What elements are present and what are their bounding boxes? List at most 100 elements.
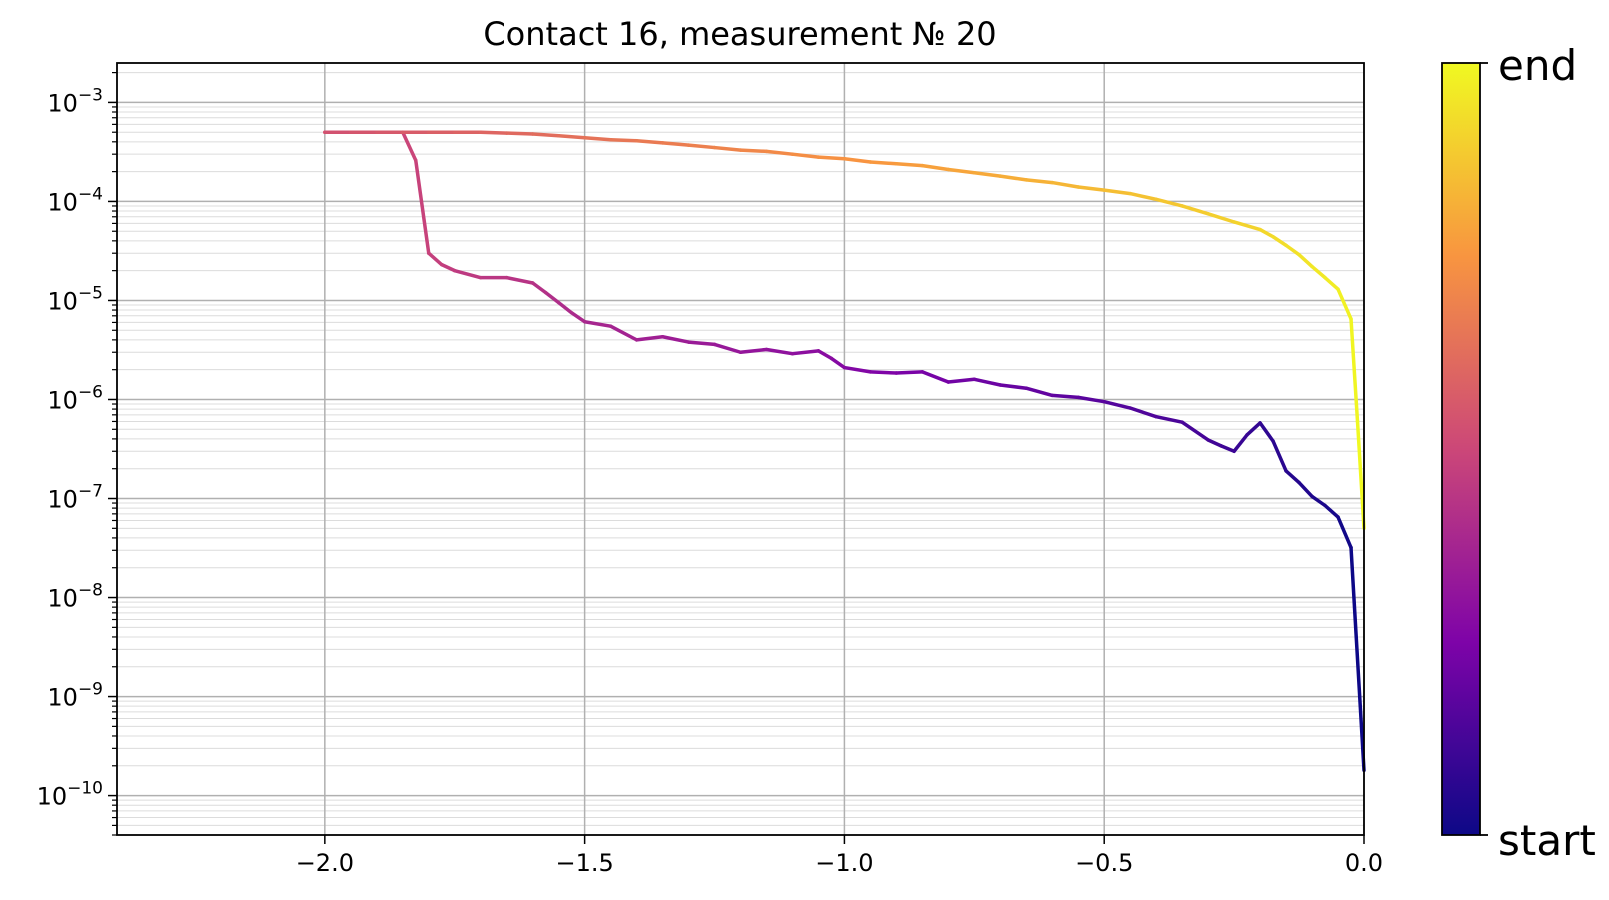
y-axis: 10−3 10−4 10−5 10−6 10−7 10−8 10−9 10−10 bbox=[37, 71, 117, 836]
series-segment bbox=[1102, 188, 1132, 196]
series-segment bbox=[790, 349, 821, 356]
series-segment bbox=[1024, 386, 1054, 398]
series-segment bbox=[920, 370, 951, 384]
series-segment bbox=[868, 160, 899, 166]
series-segment bbox=[543, 290, 561, 305]
series-segment bbox=[1336, 515, 1353, 550]
series-segment bbox=[530, 281, 548, 295]
series-segment bbox=[414, 158, 431, 255]
series-segment bbox=[660, 335, 691, 344]
y-tick-label: 10−3 bbox=[47, 85, 103, 117]
x-tick-label: 0.0 bbox=[1345, 849, 1383, 877]
series-segment bbox=[1180, 204, 1210, 216]
series-segment bbox=[1102, 399, 1132, 410]
series-segment bbox=[1076, 395, 1106, 404]
series-segment bbox=[764, 347, 795, 356]
series-segment bbox=[556, 134, 587, 140]
y-tick-label: 10−5 bbox=[47, 283, 103, 315]
series-segment bbox=[608, 324, 639, 342]
series-segment bbox=[530, 132, 561, 138]
y-tick-label: 10−4 bbox=[47, 184, 103, 216]
series-segment bbox=[582, 135, 613, 142]
colorbar-label-end: end bbox=[1498, 41, 1577, 90]
y-tick-label: 10−9 bbox=[47, 680, 103, 712]
colorbar bbox=[1441, 62, 1481, 836]
series-segment bbox=[998, 383, 1029, 390]
series-segment bbox=[452, 268, 483, 280]
series-segment bbox=[829, 356, 847, 370]
series-segment bbox=[556, 300, 574, 315]
series-segment bbox=[1050, 393, 1080, 400]
series-segment bbox=[1206, 212, 1236, 224]
colorbar-label-start: start bbox=[1498, 816, 1596, 865]
series-segment bbox=[738, 347, 769, 354]
series-segment bbox=[1154, 414, 1184, 424]
series-segment bbox=[998, 174, 1029, 182]
series-segment bbox=[634, 335, 665, 342]
series-segment bbox=[1349, 545, 1366, 773]
data-series bbox=[323, 130, 1366, 773]
series-segment bbox=[842, 365, 873, 374]
series-segment bbox=[1323, 503, 1340, 519]
series-segment bbox=[1355, 419, 1366, 531]
y-tick-label: 10−10 bbox=[37, 779, 103, 811]
series-segment bbox=[1076, 185, 1106, 192]
series-segment bbox=[1219, 444, 1236, 454]
series-segment bbox=[634, 139, 665, 145]
series-segment bbox=[1050, 180, 1080, 189]
x-tick-label: −1.5 bbox=[555, 849, 613, 877]
y-tick-label: 10−6 bbox=[47, 382, 103, 414]
series-segment bbox=[686, 340, 717, 347]
series-segment bbox=[1258, 421, 1275, 443]
series-segment bbox=[1245, 421, 1262, 437]
series-segment bbox=[401, 130, 418, 163]
series-segment bbox=[816, 349, 834, 361]
series-segment bbox=[1258, 227, 1275, 239]
series-segment bbox=[1297, 252, 1314, 269]
y-tick-label: 10−7 bbox=[47, 482, 103, 514]
series-segment bbox=[868, 370, 899, 375]
series-segment bbox=[1271, 439, 1288, 473]
series-segment bbox=[1128, 191, 1158, 202]
series-segment bbox=[1232, 433, 1249, 454]
series-segment bbox=[1180, 420, 1210, 442]
series-segment bbox=[478, 130, 509, 135]
plot-frame bbox=[116, 62, 1365, 836]
series-segment bbox=[1206, 438, 1223, 448]
series-segment bbox=[894, 162, 925, 168]
chart-title: Contact 16, measurement № 20 bbox=[483, 15, 996, 53]
major-gridlines bbox=[117, 63, 1365, 835]
series-segment bbox=[764, 149, 795, 156]
series-segment bbox=[1336, 287, 1353, 321]
series-segment bbox=[1349, 317, 1360, 424]
series-segment bbox=[1154, 197, 1184, 208]
series-segment bbox=[660, 141, 691, 147]
series-segment bbox=[920, 163, 951, 172]
series-segment bbox=[439, 262, 457, 273]
series-segment bbox=[1284, 243, 1301, 257]
series-segment bbox=[972, 377, 1003, 387]
y-tick-label: 10−8 bbox=[47, 581, 103, 613]
x-tick-label: −0.5 bbox=[1075, 849, 1133, 877]
x-tick-label: −2.0 bbox=[296, 849, 354, 877]
series-segment bbox=[427, 251, 444, 267]
series-segment bbox=[1310, 264, 1327, 280]
series-segment bbox=[686, 143, 717, 150]
series-segment bbox=[972, 170, 1003, 178]
series-segment bbox=[712, 145, 743, 152]
series-segment bbox=[712, 342, 743, 354]
series-segment bbox=[1323, 275, 1340, 291]
series-segment bbox=[1284, 469, 1301, 485]
series-segment bbox=[1128, 406, 1158, 419]
series-segment bbox=[816, 155, 847, 161]
series-segment bbox=[946, 377, 977, 384]
x-axis: −2.0 −1.5 −1.0 −0.5 0.0 bbox=[296, 835, 1383, 877]
series-segment bbox=[1232, 220, 1262, 232]
series-segment bbox=[1310, 494, 1327, 508]
series-segment bbox=[582, 319, 613, 328]
series-segment bbox=[842, 156, 873, 164]
series-segment bbox=[608, 137, 639, 143]
series-segment bbox=[1024, 178, 1054, 185]
series-segment bbox=[946, 167, 977, 175]
